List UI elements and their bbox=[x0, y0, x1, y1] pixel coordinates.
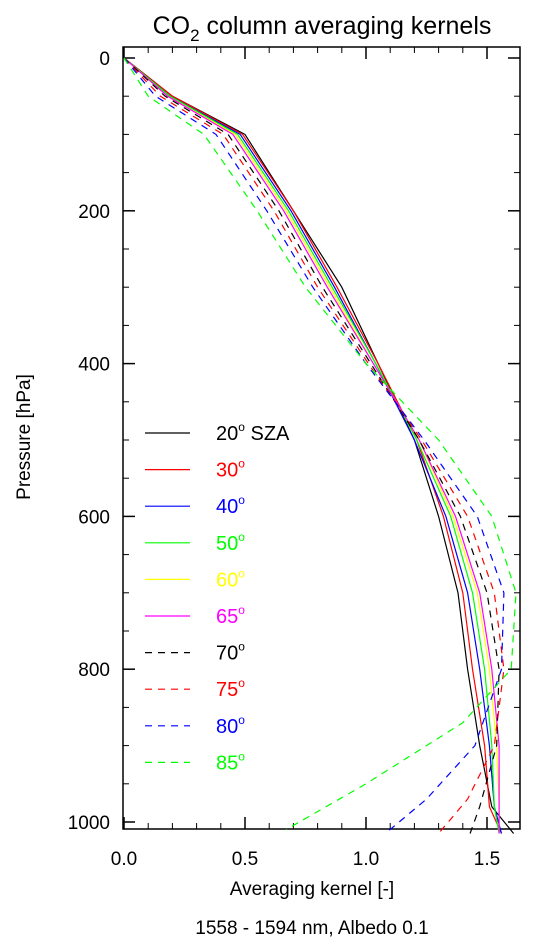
legend-label-40: 40o bbox=[216, 493, 245, 518]
legend-label-65: 65o bbox=[216, 603, 245, 628]
series-line-40 bbox=[123, 57, 503, 834]
y-tick-label: 0 bbox=[99, 49, 110, 70]
y-tick-label: 200 bbox=[78, 202, 110, 223]
x-axis-label: Averaging kernel [-] bbox=[230, 879, 394, 900]
x-tick-label: 0.0 bbox=[111, 849, 137, 870]
legend-label-75: 75o bbox=[216, 676, 245, 701]
chart-title-subscript: 2 bbox=[190, 26, 199, 45]
plot-frame bbox=[122, 46, 521, 830]
series-line-50 bbox=[123, 57, 500, 834]
chart-subtitle: 1558 - 1594 nm, Albedo 0.1 bbox=[195, 918, 428, 939]
y-tick-label: 800 bbox=[78, 660, 110, 681]
series-line-75 bbox=[123, 57, 505, 834]
axis-ticks: 0.0 0.5 1.0 1.5 0 200 400 600 800 1000 bbox=[68, 47, 520, 870]
legend-label-20: 20o SZA bbox=[216, 420, 290, 445]
x-tick-label: 0.5 bbox=[232, 849, 258, 870]
legend-label-50: 50o bbox=[216, 530, 245, 555]
legend-label-70: 70o bbox=[216, 640, 245, 665]
legend: 20o SZA 30o 40o 50o 60o 65o 70o 75o 80o 85o bbox=[145, 420, 290, 774]
legend-label-80: 80o bbox=[216, 713, 245, 738]
series-line-60 bbox=[123, 57, 500, 834]
legend-label-85: 85o bbox=[216, 749, 245, 774]
chart-title: CO2 column averaging kernels bbox=[153, 12, 492, 45]
x-tick-label: 1.5 bbox=[474, 849, 500, 870]
y-axis-label: Pressure [hPa] bbox=[14, 374, 35, 500]
legend-label-30: 30o bbox=[216, 457, 245, 482]
series-line-65 bbox=[123, 57, 500, 834]
y-tick-label: 600 bbox=[78, 507, 110, 528]
series-line-30 bbox=[123, 57, 503, 834]
series-line-85 bbox=[123, 57, 517, 831]
series-line-70 bbox=[123, 57, 500, 834]
x-tick-label: 1.0 bbox=[353, 849, 379, 870]
series-line-20 bbox=[123, 57, 515, 834]
data-series bbox=[123, 57, 517, 834]
legend-label-60: 60o bbox=[216, 566, 245, 591]
y-tick-label: 400 bbox=[78, 355, 110, 376]
series-line-80 bbox=[123, 57, 505, 834]
y-tick-label: 1000 bbox=[68, 813, 110, 834]
